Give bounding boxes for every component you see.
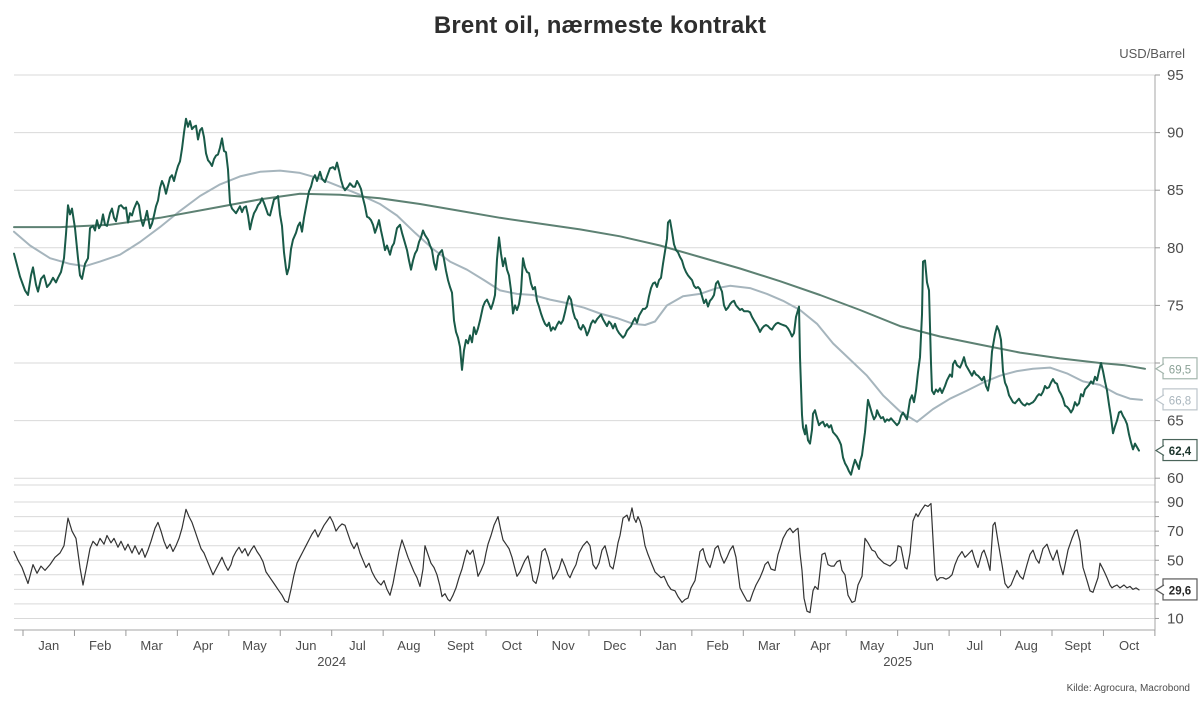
y-axis-unit-label: USD/Barrel: [1119, 46, 1185, 61]
month-label: May: [860, 638, 885, 653]
month-label: Aug: [397, 638, 420, 653]
rsi-tick-label: 50: [1167, 552, 1184, 569]
month-label: Mar: [140, 638, 163, 653]
month-label: Jul: [967, 638, 984, 653]
price-tick-label: 80: [1167, 240, 1184, 257]
month-label: Aug: [1015, 638, 1038, 653]
source-credit: Kilde: Agrocura, Macrobond: [1066, 683, 1190, 694]
price-tick-label: 60: [1167, 470, 1184, 487]
month-label: Jun: [913, 638, 934, 653]
month-label: Sept: [1064, 638, 1091, 653]
month-label: Sept: [447, 638, 474, 653]
callout-value: 29,6: [1169, 585, 1191, 597]
month-label: Feb: [706, 638, 728, 653]
month-label: Jan: [38, 638, 59, 653]
year-label: 2024: [317, 654, 346, 669]
month-label: Oct: [502, 638, 523, 653]
price-line: [13, 117, 1140, 476]
price-tick-label: 85: [1167, 182, 1184, 199]
price-panel-gridlines: [14, 74, 1155, 486]
rsi-line: [13, 502, 1140, 614]
month-label: Oct: [1119, 638, 1140, 653]
callout-69-5: 69,5: [1154, 357, 1198, 380]
callout-value: 69,5: [1169, 364, 1191, 376]
price-tick-label: 75: [1167, 297, 1184, 314]
year-label: 2025: [883, 654, 912, 669]
month-label: Mar: [758, 638, 781, 653]
month-label: Jul: [349, 638, 366, 653]
price-tick-label: 65: [1167, 413, 1184, 430]
chart-title: Brent oil, nærmeste kontrakt: [433, 12, 767, 39]
price-tick-label: 95: [1167, 67, 1184, 84]
rsi-tick-label: 90: [1167, 494, 1184, 511]
month-label: Feb: [89, 638, 111, 653]
ma_long-line: [13, 192, 1146, 370]
axes: [14, 75, 1156, 631]
month-label: May: [242, 638, 267, 653]
month-label: Jun: [295, 638, 316, 653]
rsi-tick-label: 10: [1167, 610, 1184, 627]
rsi-axis-labels: 90 70 50 10: [1155, 494, 1184, 627]
month-label: Jan: [656, 638, 677, 653]
price-axis-labels: 9590858075706560: [1155, 67, 1184, 487]
month-label: Apr: [193, 638, 214, 653]
ma_short-line: [13, 169, 1143, 423]
x-axis-labels: Jan Feb Mar Apr May Jun Jul Aug Sept Oct Nov Dec Jan…: [22, 630, 1156, 669]
callout-value: 66,8: [1169, 395, 1191, 407]
callout-value: 62,4: [1169, 446, 1192, 458]
rsi-tick-label: 70: [1167, 523, 1184, 540]
callout-29-6: 29,6: [1154, 578, 1198, 601]
callout-62-4: 62,4: [1154, 438, 1198, 462]
callout-66-8: 66,8: [1154, 388, 1198, 411]
month-label: Nov: [552, 638, 576, 653]
month-label: Dec: [603, 638, 627, 653]
month-label: Apr: [810, 638, 831, 653]
rsi-panel-gridlines: [14, 501, 1155, 619]
price-tick-label: 90: [1167, 125, 1184, 142]
